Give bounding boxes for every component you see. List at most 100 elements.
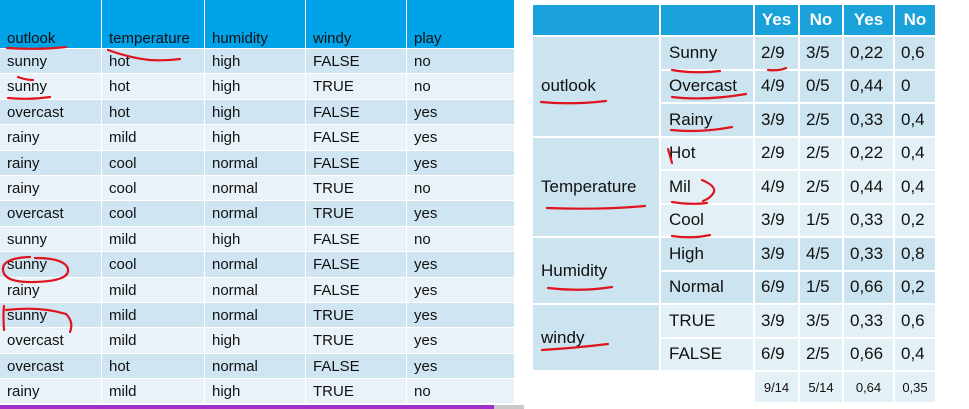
cell-outlook: sunny xyxy=(0,226,102,253)
header-yes-prob: Yes xyxy=(844,5,895,37)
value-label: Normal xyxy=(661,271,755,305)
no-count: 2/5 xyxy=(800,137,844,171)
no-count: 2/5 xyxy=(800,104,844,138)
cell-temperature: mild xyxy=(102,277,205,303)
cell-outlook: rainy xyxy=(0,125,102,151)
value-label: FALSE xyxy=(661,338,755,372)
cell-humidity: normal xyxy=(205,252,306,278)
cell-temperature: mild xyxy=(102,328,205,354)
cell-play: yes xyxy=(407,201,515,227)
cell-humidity: normal xyxy=(205,201,306,227)
no-count: 3/5 xyxy=(800,37,844,71)
table-row: overcast cool normal TRUE yes xyxy=(0,201,515,227)
cell-outlook: rainy xyxy=(0,277,102,303)
cell-temperature: mild xyxy=(102,226,205,253)
cell-temperature: cool xyxy=(102,150,205,176)
cell-play: no xyxy=(407,175,515,202)
table-row: overcast hot normal FALSE yes xyxy=(0,353,515,380)
attribute-label: Humidity xyxy=(533,238,661,305)
header-play: play xyxy=(407,0,515,48)
cell-play: no xyxy=(407,379,515,405)
no-probability: 0,6 xyxy=(895,37,937,71)
yes-probability: 0,33 xyxy=(844,305,895,339)
cell-windy: FALSE xyxy=(306,277,407,303)
cell-windy: FALSE xyxy=(306,252,407,278)
cell-outlook: rainy xyxy=(0,150,102,176)
no-probability: 0,2 xyxy=(895,271,937,305)
table-row: overcast hot high FALSE yes xyxy=(0,99,515,126)
table-row: rainy cool normal FALSE yes xyxy=(0,150,515,176)
header-no-count: No xyxy=(800,5,844,37)
cell-windy: FALSE xyxy=(306,49,407,75)
cell-temperature: hot xyxy=(102,99,205,126)
no-count: 0/5 xyxy=(800,70,844,104)
footer-blank-attribute xyxy=(533,372,661,404)
cell-windy: FALSE xyxy=(306,125,407,151)
no-probability: 0,4 xyxy=(895,171,937,205)
yes-probability: 0,33 xyxy=(844,104,895,138)
cell-humidity: high xyxy=(205,379,306,405)
progress-track xyxy=(494,405,524,409)
footer-yes-prior: 9/14 xyxy=(755,372,800,404)
cell-humidity: high xyxy=(205,74,306,100)
header-windy: windy xyxy=(306,0,407,48)
value-label: Overcast xyxy=(661,70,755,104)
yes-count: 3/9 xyxy=(755,204,800,238)
cell-temperature: hot xyxy=(102,353,205,380)
no-probability: 0,4 xyxy=(895,338,937,372)
attribute-label: Temperature xyxy=(533,137,661,238)
cell-windy: FALSE xyxy=(306,99,407,126)
header-yes-count: Yes xyxy=(755,5,800,37)
cell-windy: TRUE xyxy=(306,302,407,329)
header-outlook: outlook xyxy=(0,0,102,48)
cell-temperature: mild xyxy=(102,302,205,329)
cell-play: no xyxy=(407,226,515,253)
yes-count: 3/9 xyxy=(755,305,800,339)
yes-probability: 0,66 xyxy=(844,338,895,372)
cell-temperature: mild xyxy=(102,379,205,405)
attribute-label: outlook xyxy=(533,37,661,138)
yes-count: 3/9 xyxy=(755,238,800,272)
yes-count: 4/9 xyxy=(755,171,800,205)
cell-humidity: high xyxy=(205,99,306,126)
yes-probability: 0,66 xyxy=(844,271,895,305)
probability-grid: Yes No Yes No outlook Sunny 2/9 3/5 0,22 0,6 Overc… xyxy=(533,5,937,404)
cell-windy: FALSE xyxy=(306,150,407,176)
cell-windy: TRUE xyxy=(306,201,407,227)
cell-outlook: rainy xyxy=(0,175,102,202)
value-label: High xyxy=(661,238,755,272)
table-row: rainy mild normal FALSE yes xyxy=(0,277,515,303)
no-count: 3/5 xyxy=(800,305,844,339)
value-label: TRUE xyxy=(661,305,755,339)
no-count: 1/5 xyxy=(800,204,844,238)
cell-windy: TRUE xyxy=(306,175,407,202)
table-row: rainy mild high TRUE no xyxy=(0,379,515,405)
cell-windy: FALSE xyxy=(306,226,407,253)
cell-humidity: normal xyxy=(205,277,306,303)
cell-temperature: hot xyxy=(102,49,205,75)
cell-temperature: cool xyxy=(102,175,205,202)
cell-humidity: normal xyxy=(205,353,306,380)
no-count: 2/5 xyxy=(800,171,844,205)
table-row: rainy mild high FALSE yes xyxy=(0,125,515,151)
cell-play: yes xyxy=(407,99,515,126)
presentation-progress-bar xyxy=(0,405,494,409)
cell-play: yes xyxy=(407,302,515,329)
cell-windy: TRUE xyxy=(306,328,407,354)
no-probability: 0,4 xyxy=(895,137,937,171)
cell-play: no xyxy=(407,74,515,100)
header-no-prob: No xyxy=(895,5,937,37)
no-probability: 0,2 xyxy=(895,204,937,238)
probability-table: Yes No Yes No outlook Sunny 2/9 3/5 0,22 0,6 Overc… xyxy=(533,5,958,405)
yes-count: 6/9 xyxy=(755,271,800,305)
no-count: 2/5 xyxy=(800,338,844,372)
footer-no-total: 0,35 xyxy=(895,372,937,404)
cell-outlook: overcast xyxy=(0,201,102,227)
cell-humidity: high xyxy=(205,328,306,354)
cell-play: yes xyxy=(407,328,515,354)
cell-play: no xyxy=(407,49,515,75)
cell-humidity: normal xyxy=(205,175,306,202)
yes-count: 3/9 xyxy=(755,104,800,138)
cell-humidity: high xyxy=(205,49,306,75)
table-row: sunny hot high FALSE no xyxy=(0,49,515,75)
